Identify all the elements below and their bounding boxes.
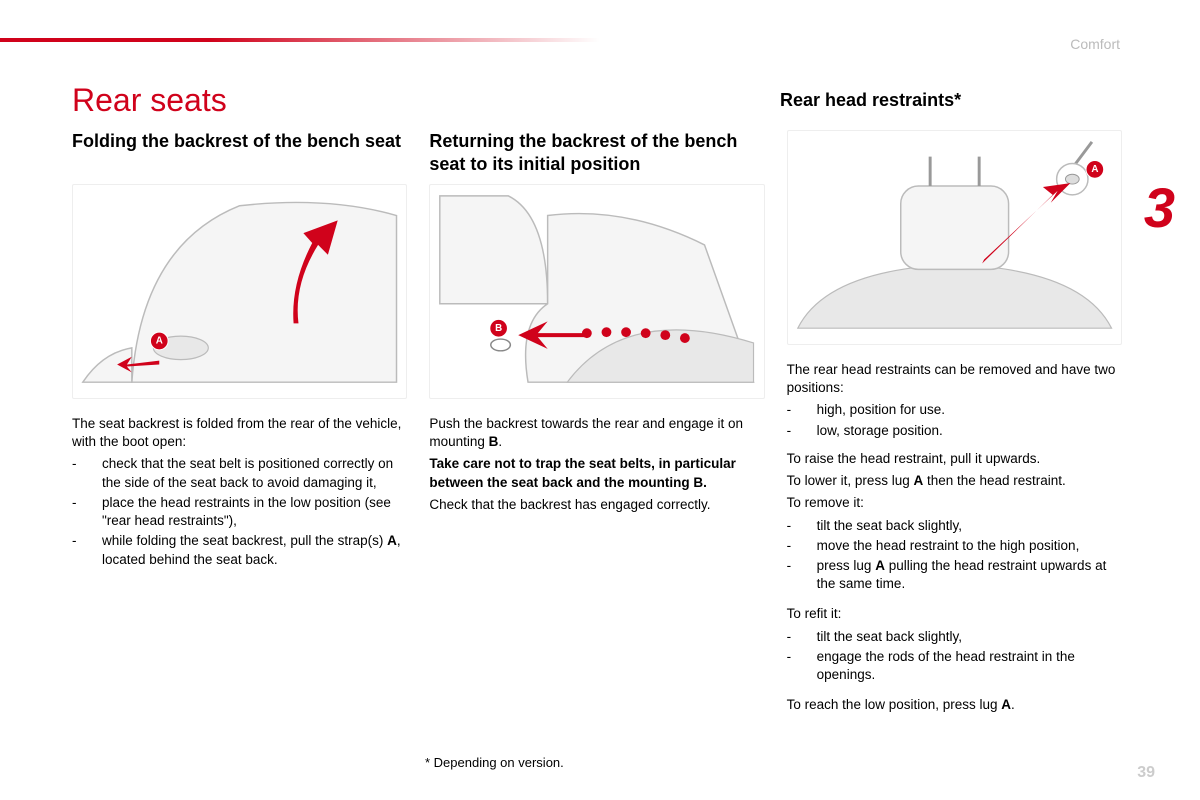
col2-body: Push the backrest towards the rear and e… [429, 415, 764, 514]
list-item: high, position for use. [787, 401, 1122, 419]
list-item: press lug A pulling the head restraint u… [787, 557, 1122, 593]
seat-returning-svg: B [430, 185, 763, 398]
col1-heading: Folding the backrest of the bench seat [72, 130, 407, 176]
col3-reach: To reach the low position, press lug A. [787, 696, 1122, 714]
illustration-headrestraint: A [787, 130, 1122, 345]
col1-list: check that the seat belt is positioned c… [72, 455, 407, 568]
list-item: check that the seat belt is positioned c… [72, 455, 407, 491]
col1-intro: The seat backrest is folded from the rea… [72, 415, 407, 451]
header-accent-bar [0, 38, 600, 42]
list-item: low, storage position. [787, 422, 1122, 440]
col3-raise: To raise the head restraint, pull it upw… [787, 450, 1122, 468]
col3-refit-list: tilt the seat back slightly, engage the … [787, 628, 1122, 685]
col2-p1: Push the backrest towards the rear and e… [429, 415, 764, 451]
column-folding: Folding the backrest of the bench seat A… [72, 130, 407, 719]
illustration-folding: A [72, 184, 407, 399]
page-number: 39 [1137, 764, 1155, 782]
section-label: Comfort [1070, 36, 1120, 52]
col3-remove-list: tilt the seat back slightly, move the he… [787, 517, 1122, 594]
col1-body: The seat backrest is folded from the rea… [72, 415, 407, 569]
page-title: Rear seats [72, 82, 227, 119]
col3-remove-label: To remove it: [787, 494, 1122, 512]
col3-body: The rear head restraints can be removed … [787, 361, 1122, 715]
col2-p2: Check that the backrest has engaged corr… [429, 496, 764, 514]
list-item: while folding the seat backrest, pull th… [72, 532, 407, 568]
list-item: place the head restraints in the low pos… [72, 494, 407, 530]
col3-intro: The rear head restraints can be removed … [787, 361, 1122, 397]
list-item: tilt the seat back slightly, [787, 628, 1122, 646]
list-item: engage the rods of the head restraint in… [787, 648, 1122, 684]
column-returning: Returning the backrest of the bench seat… [429, 130, 764, 719]
callout-a2-label: A [1091, 164, 1098, 175]
list-item: move the head restraint to the high posi… [787, 537, 1122, 555]
col2-heading: Returning the backrest of the bench seat… [429, 130, 764, 176]
list-item: tilt the seat back slightly, [787, 517, 1122, 535]
footnote: * Depending on version. [425, 755, 564, 770]
illustration-returning: B [429, 184, 764, 399]
callout-a-label: A [156, 336, 163, 347]
col2-warning: Take care not to trap the seat belts, in… [429, 455, 764, 491]
headrestraint-svg: A [788, 131, 1121, 344]
callout-b-label: B [495, 323, 502, 334]
col3-positions: high, position for use. low, storage pos… [787, 401, 1122, 439]
seat-folding-svg: A [73, 185, 406, 398]
chapter-number: 3 [1144, 180, 1175, 236]
col3-refit-label: To refit it: [787, 605, 1122, 623]
col3-lower: To lower it, press lug A then the head r… [787, 472, 1122, 490]
col3-heading: Rear head restraints* [780, 90, 961, 111]
column-headrestraints: A The rear head restraints can be remove… [787, 130, 1122, 719]
content-columns: Folding the backrest of the bench seat A… [72, 130, 1122, 719]
